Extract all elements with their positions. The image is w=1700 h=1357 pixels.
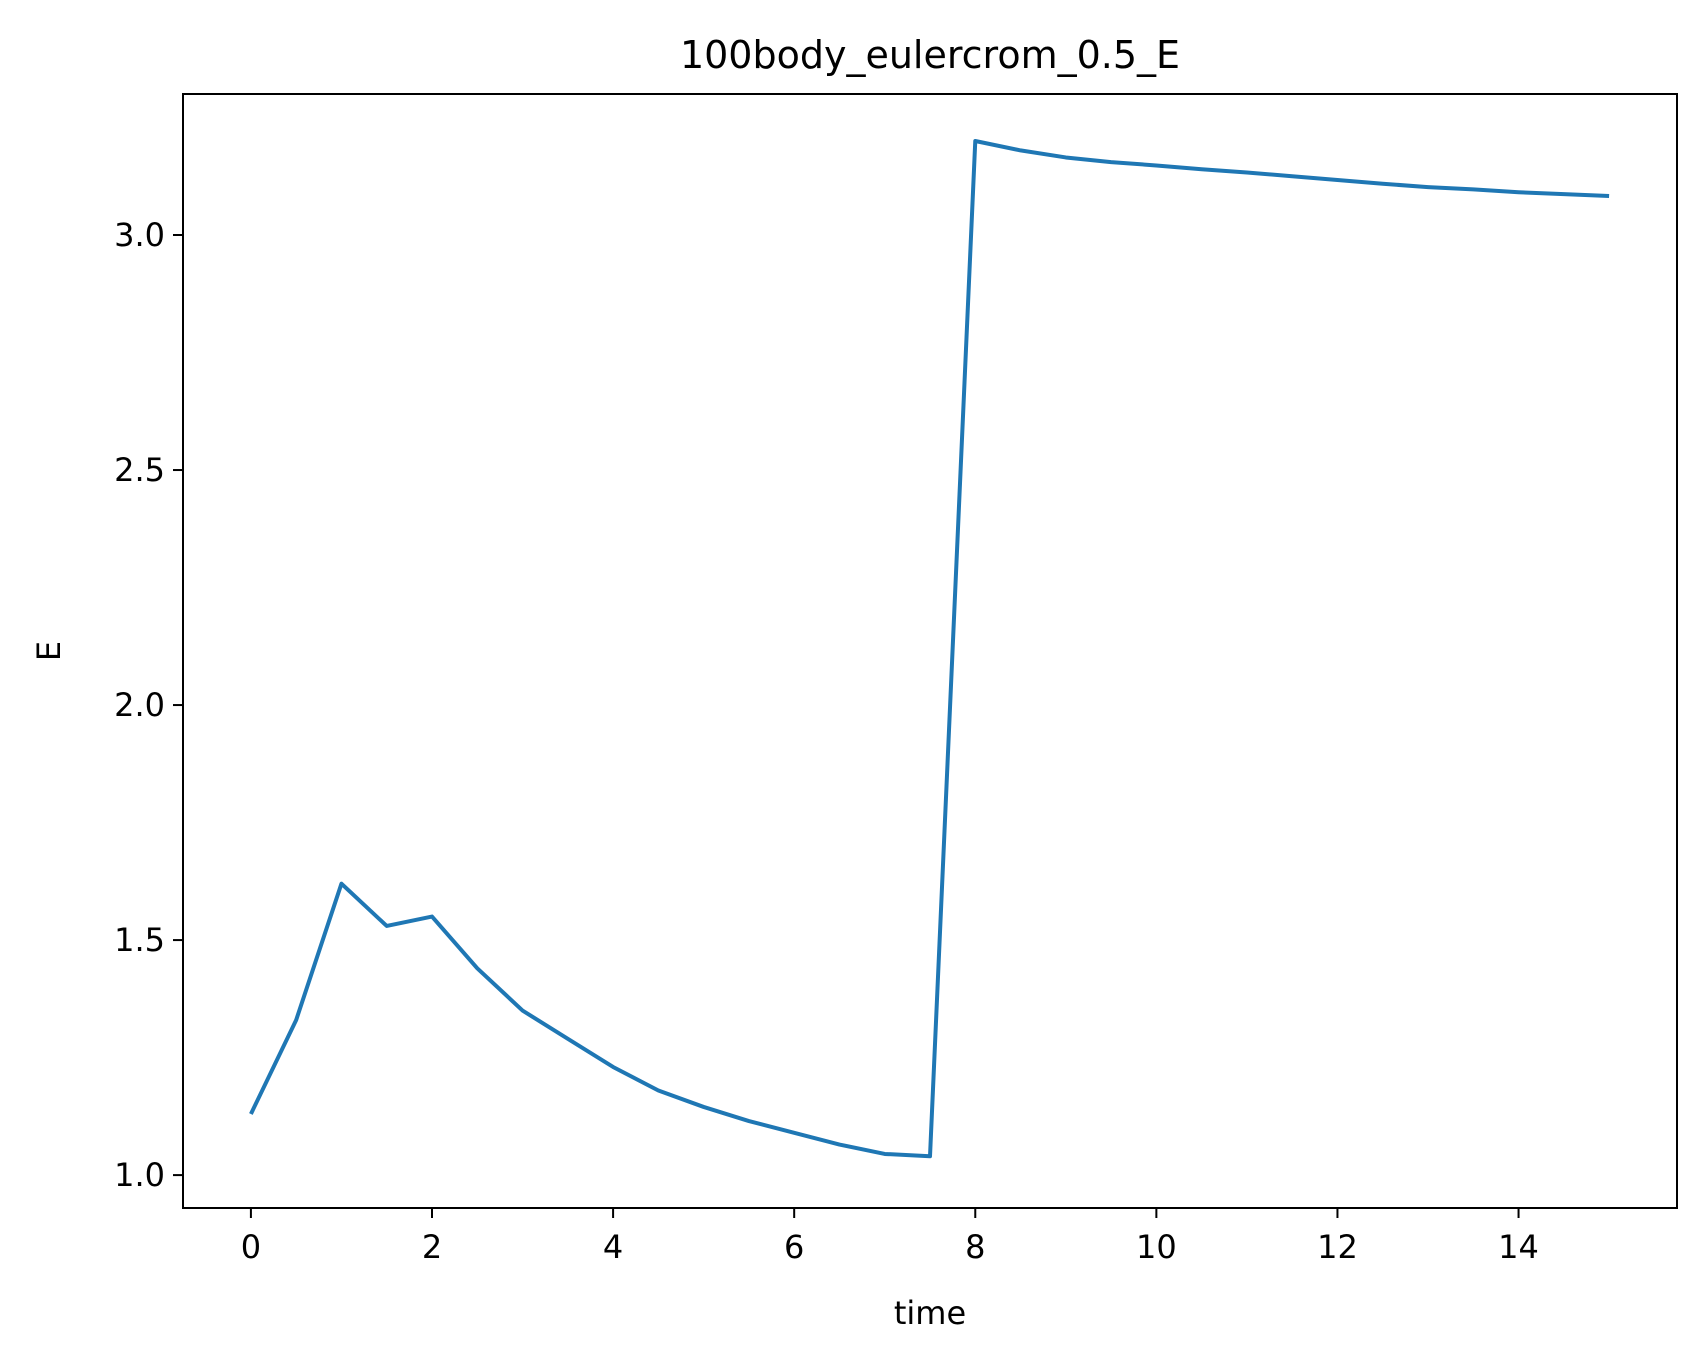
y-tick-label: 1.5: [114, 921, 165, 959]
series-line-0: [249, 139, 1610, 1159]
x-axis-label: time: [894, 1294, 966, 1332]
y-tick-label: 2.0: [114, 686, 165, 724]
y-tick-label: 1.0: [114, 1156, 165, 1194]
y-tick-label: 2.5: [114, 451, 165, 489]
y-tick-label: 3.0: [114, 216, 165, 254]
chart-title: 100body_eulercrom_0.5_E: [680, 33, 1180, 77]
x-tick-label: 2: [422, 1228, 442, 1266]
plot-area: [249, 139, 1610, 1159]
axes-frame: [182, 93, 1678, 1209]
x-tick-label: 12: [1317, 1228, 1358, 1266]
x-tick-label: 6: [784, 1228, 804, 1266]
x-tick-label: 0: [241, 1228, 261, 1266]
y-axis-ticks: 1.0 1.5 2.0 2.5 3.0: [114, 216, 183, 1194]
y-axis-label: E: [30, 641, 68, 661]
x-tick-label: 14: [1498, 1228, 1539, 1266]
x-tick-label: 8: [965, 1228, 985, 1266]
x-tick-label: 4: [603, 1228, 623, 1266]
x-axis-ticks: 0 2 4 6 8 10 12 14: [241, 1208, 1539, 1266]
x-tick-label: 10: [1136, 1228, 1177, 1266]
